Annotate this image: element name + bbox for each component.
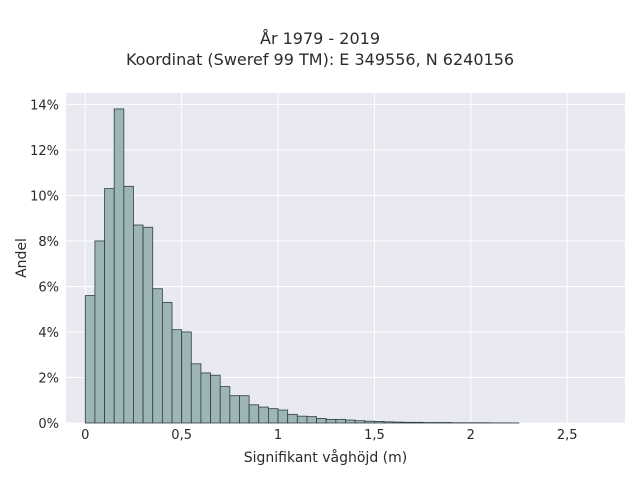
histogram-bar bbox=[277, 409, 289, 424]
histogram-bar bbox=[345, 419, 356, 424]
histogram-bar bbox=[94, 240, 105, 424]
y-tick-label: 12% bbox=[30, 144, 59, 159]
histogram-bar bbox=[383, 421, 395, 424]
histogram-bar bbox=[316, 418, 327, 424]
histogram-bar bbox=[335, 418, 346, 424]
x-tick-label: 2 bbox=[467, 428, 475, 443]
chart-subtitle: Koordinat (Sweref 99 TM): E 349556, N 62… bbox=[125, 50, 515, 69]
bars-layer bbox=[84, 108, 520, 424]
x-tick-label: 2,5 bbox=[557, 428, 578, 443]
histogram-bar bbox=[210, 374, 221, 424]
histogram-bar bbox=[113, 108, 125, 424]
histogram-bar bbox=[412, 421, 424, 424]
histogram-bar bbox=[171, 329, 183, 424]
histogram-bar bbox=[123, 185, 134, 424]
y-tick-label: 0% bbox=[38, 417, 59, 432]
y-tick-label: 14% bbox=[30, 98, 59, 113]
histogram-bar bbox=[393, 421, 404, 424]
x-axis-ticks: 0 0,5 1 1,5 2 2,5 bbox=[81, 428, 577, 443]
histogram-bar bbox=[287, 413, 298, 424]
histogram-bar bbox=[152, 288, 163, 424]
histogram-bar bbox=[219, 386, 231, 424]
y-tick-label: 6% bbox=[38, 280, 59, 295]
histogram-bar bbox=[190, 363, 202, 424]
x-tick-label: 0,5 bbox=[171, 428, 192, 443]
histogram-bar bbox=[229, 395, 240, 424]
histogram-bar bbox=[267, 408, 279, 424]
x-tick-label: 1 bbox=[274, 428, 282, 443]
y-axis-label: Andel bbox=[14, 238, 30, 278]
x-tick-label: 1,5 bbox=[364, 428, 385, 443]
chart-title: År 1979 - 2019 bbox=[260, 29, 380, 48]
histogram-bar bbox=[374, 421, 385, 424]
y-tick-label: 10% bbox=[30, 189, 59, 204]
x-axis-label: Signifikant våghöjd (m) bbox=[244, 449, 407, 466]
histogram-bar bbox=[84, 295, 96, 424]
histogram-bar bbox=[354, 420, 366, 424]
histogram-bar bbox=[161, 301, 173, 424]
histogram-bar bbox=[306, 416, 317, 424]
histogram-bar bbox=[104, 188, 115, 424]
y-tick-label: 4% bbox=[38, 326, 59, 341]
histogram-bar bbox=[325, 418, 337, 424]
histogram-bar bbox=[296, 415, 308, 424]
y-tick-label: 8% bbox=[38, 235, 59, 250]
histogram-bar bbox=[200, 372, 211, 424]
x-tick-label: 0 bbox=[81, 428, 89, 443]
y-tick-label: 2% bbox=[38, 371, 59, 386]
histogram-bar bbox=[181, 331, 192, 424]
histogram-bar bbox=[239, 395, 250, 424]
histogram-bar bbox=[402, 421, 414, 424]
histogram-bar bbox=[133, 224, 144, 424]
histogram-bar bbox=[142, 226, 154, 424]
histogram-bar bbox=[258, 406, 269, 424]
histogram-bar bbox=[364, 420, 375, 424]
histogram-bar bbox=[248, 404, 260, 424]
y-axis-ticks: 0% 2% 4% 6% 8% 10% 12% 14% bbox=[30, 98, 59, 432]
